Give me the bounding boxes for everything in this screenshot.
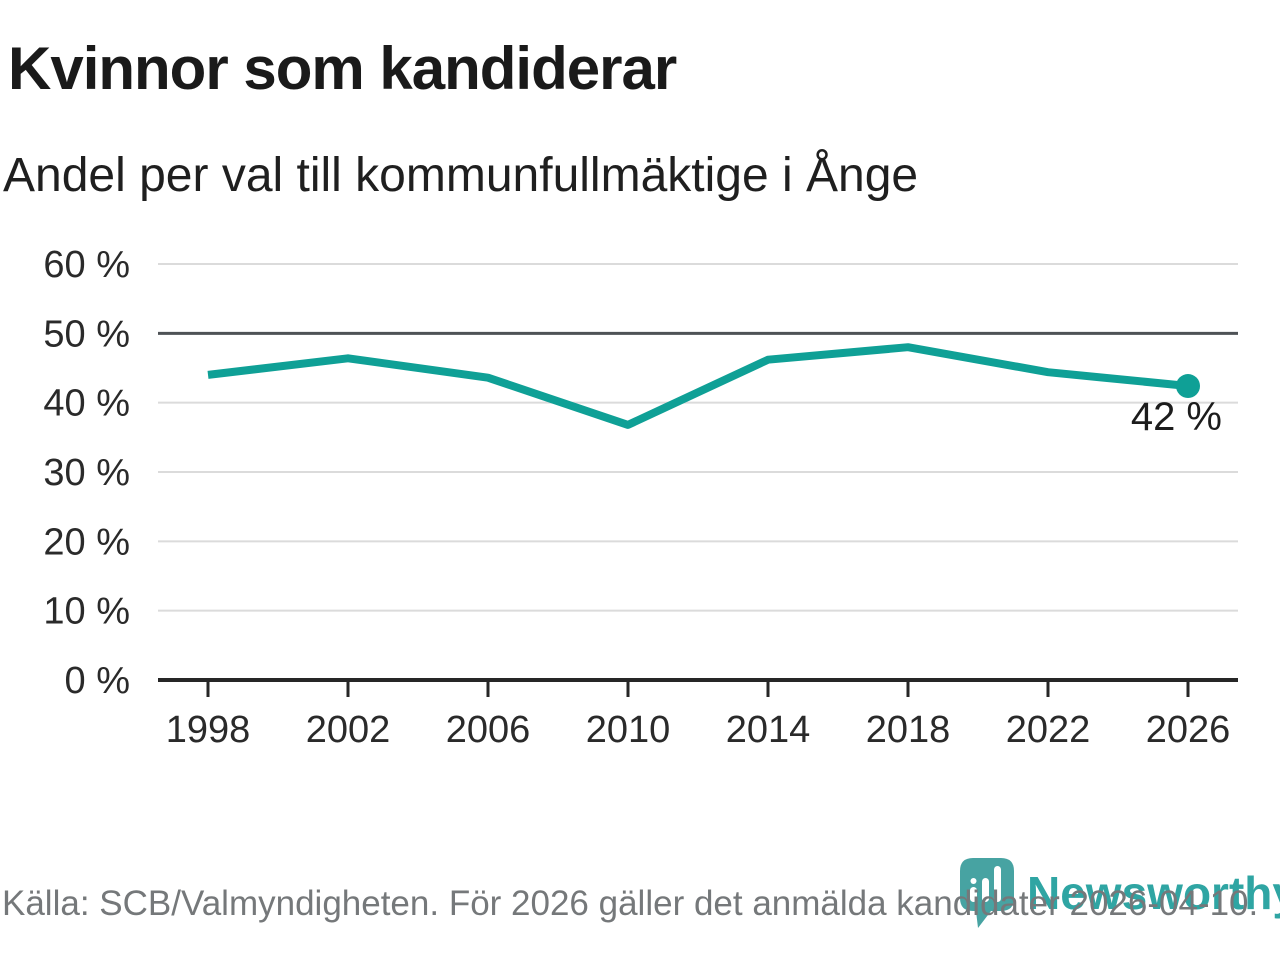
x-tick-label: 2022 (1006, 709, 1091, 751)
x-tick-label: 2006 (446, 709, 531, 751)
x-tick-label: 1998 (166, 709, 251, 751)
data-point-marker (1176, 374, 1200, 399)
y-tick-label: 50 % (43, 313, 130, 355)
y-tick-label: 40 % (43, 383, 130, 425)
data-line (207, 343, 1189, 429)
page-title: Kvinnor som kandiderar (8, 35, 677, 102)
y-tick-label: 0 % (65, 660, 130, 702)
page-subtitle: Andel per val till kommunfullmäktige i Å… (3, 149, 919, 202)
newsworthy-logo: Newsworthy (960, 858, 1280, 928)
y-tick-label: 30 % (43, 452, 130, 494)
source-note: Källa: SCB/Valmyndigheten. För 2026 gäll… (2, 884, 1259, 923)
x-tick-label: 2014 (726, 709, 811, 751)
newsworthy-logo-icon (960, 858, 1014, 928)
y-tick-label: 60 % (43, 244, 130, 286)
x-tick-label: 2026 (1146, 709, 1231, 751)
y-tick-label: 10 % (43, 591, 130, 633)
x-tick-label: 2010 (586, 709, 671, 751)
x-tick-label: 2002 (306, 709, 391, 751)
y-tick-label: 20 % (43, 521, 130, 563)
newsworthy-logo-text: Newsworthy (1027, 867, 1280, 919)
x-tick-label: 2018 (866, 709, 951, 751)
data-point-label: 42 % (1131, 395, 1222, 439)
